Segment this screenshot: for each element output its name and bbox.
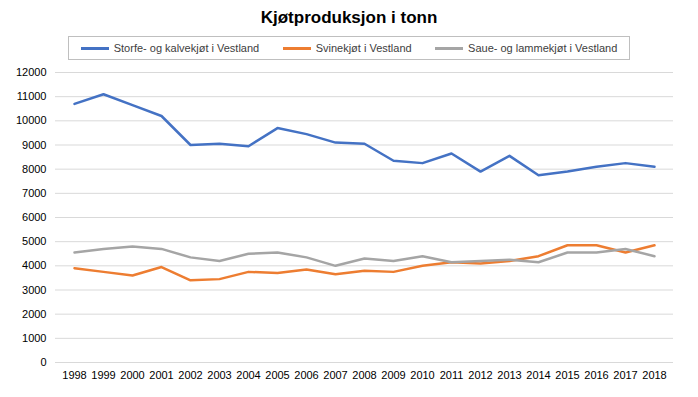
svg-text:1000: 1000 [22,332,46,344]
svg-text:2000: 2000 [120,369,144,381]
svg-text:2015: 2015 [555,369,579,381]
svg-text:11000: 11000 [17,90,47,102]
svg-text:1999: 1999 [91,369,115,381]
svg-text:2001: 2001 [149,369,173,381]
svg-text:2012: 2012 [468,369,492,381]
svg-text:2016: 2016 [584,369,608,381]
svg-text:2003: 2003 [207,369,231,381]
svg-text:2007: 2007 [323,369,347,381]
svg-text:2008: 2008 [352,369,376,381]
svg-text:0: 0 [40,356,46,368]
svg-text:8000: 8000 [22,163,46,175]
svg-text:12000: 12000 [16,66,47,78]
svg-text:4000: 4000 [22,259,46,271]
svg-text:7000: 7000 [22,187,46,199]
svg-text:2005: 2005 [265,369,289,381]
svg-text:2004: 2004 [236,369,260,381]
svg-text:2011: 2011 [440,369,464,381]
html-text:Svinekjøt i Vestland: Svinekjøt i Vestland [315,42,412,54]
svg-text:5000: 5000 [22,235,46,247]
svg-text:2006: 2006 [294,369,318,381]
svg-text:2000: 2000 [22,308,46,320]
svg-text:2009: 2009 [381,369,405,381]
svg-text:2010: 2010 [410,369,434,381]
html-text:Saue- og lammekjøt i Vestland: Saue- og lammekjøt i Vestland [468,42,618,54]
svg-text:6000: 6000 [22,211,46,223]
svg-text:3000: 3000 [22,284,46,296]
html-text:Storfe- og kalvekjøt i Vestlan: Storfe- og kalvekjøt i Vestland [113,42,260,54]
svg-text:1998: 1998 [62,369,86,381]
html-text:Kjøtproduksjon i tonn: Kjøtproduksjon i tonn [260,8,438,27]
svg-text:2017: 2017 [613,369,637,381]
svg-text:2018: 2018 [642,369,666,381]
svg-text:10000: 10000 [16,114,47,126]
svg-text:2014: 2014 [526,369,550,381]
svg-text:2002: 2002 [178,369,202,381]
svg-text:9000: 9000 [22,139,46,151]
svg-text:2013: 2013 [497,369,521,381]
